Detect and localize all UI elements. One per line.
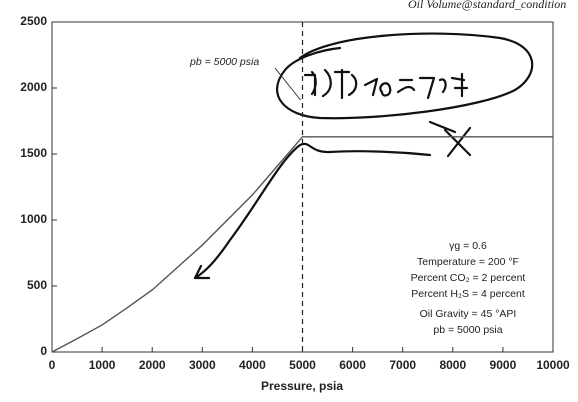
condition-note: γg = 0.6 xyxy=(449,240,487,252)
x-tick-label: 8000 xyxy=(439,358,466,372)
x-tick-label: 5000 xyxy=(289,358,316,372)
y-tick-label: 1000 xyxy=(20,212,47,226)
y-tick-label: 0 xyxy=(40,344,47,358)
x-tick-label: 10000 xyxy=(536,358,570,372)
x-tick-label: 7000 xyxy=(389,358,416,372)
x-tick-label: 9000 xyxy=(490,358,517,372)
condition-note: Percent H₂S = 4 percent xyxy=(411,288,525,300)
x-axis-label: Pressure, psia xyxy=(261,379,343,393)
condition-note: Percent CO₂ = 2 percent xyxy=(411,272,526,284)
chart-title: Oil Volume@standard_condition xyxy=(408,0,566,11)
y-tick-label: 500 xyxy=(27,278,47,292)
condition-note: Temperature = 200 °F xyxy=(417,256,519,268)
x-tick-label: 1000 xyxy=(89,358,116,372)
x-tick-label: 4000 xyxy=(239,358,266,372)
condition-note: Oil Gravity = 45 °API xyxy=(420,308,517,320)
x-tick-label: 6000 xyxy=(339,358,366,372)
y-tick-label: 2000 xyxy=(20,80,47,94)
bubble-label: pb = 5000 psia xyxy=(189,56,259,68)
y-tick-label: 2500 xyxy=(20,14,47,28)
y-tick-label: 1500 xyxy=(20,146,47,160)
x-tick-label: 2000 xyxy=(139,358,166,372)
handwriting xyxy=(193,32,534,280)
condition-note: pb = 5000 psia xyxy=(433,324,502,336)
bubble-arrow xyxy=(274,67,301,101)
x-tick-label: 0 xyxy=(49,358,56,372)
x-tick-label: 3000 xyxy=(189,358,216,372)
series-line xyxy=(51,136,553,353)
